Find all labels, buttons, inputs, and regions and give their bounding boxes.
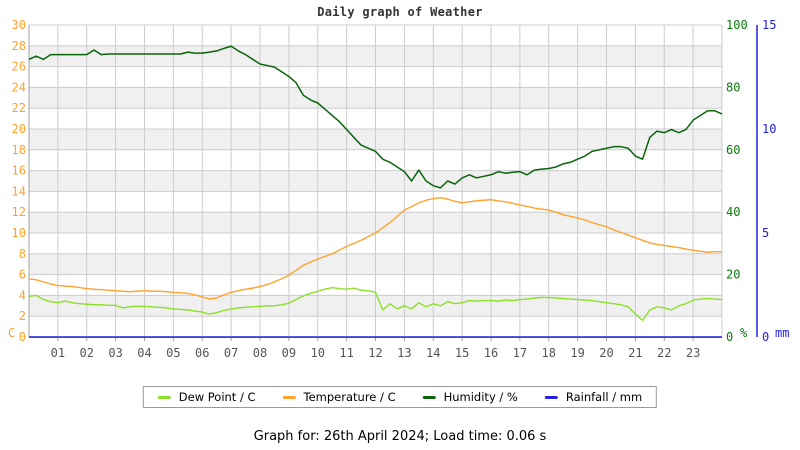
chart-title: Daily graph of Weather — [317, 5, 483, 19]
series-line-temperature — [28, 196, 722, 300]
x-axis-tick-label: 11 — [339, 346, 353, 360]
legend-item-humidity: Humidity / % — [422, 390, 518, 404]
legend-label-dew-point: Dew Point / C — [178, 390, 256, 404]
x-axis-tick-label: 20 — [599, 346, 613, 360]
x-axis-tick-label: 15 — [455, 346, 469, 360]
left-axis-tick-label: 20 — [12, 122, 26, 136]
left-axis-tick-label: 14 — [12, 184, 26, 198]
series-line-humidity — [28, 45, 723, 189]
x-axis-tick-label: 01 — [51, 346, 65, 360]
x-axis-tick-label: 12 — [368, 346, 382, 360]
legend-label-humidity: Humidity / % — [443, 390, 518, 404]
legend-label-rainfall: Rainfall / mm — [565, 390, 643, 404]
humidity-axis-tick-label: 80 — [726, 80, 740, 94]
x-axis-tick-label: 16 — [484, 346, 498, 360]
left-axis-unit-label: C — [8, 326, 15, 340]
x-axis-tick-label: 22 — [657, 346, 671, 360]
x-axis-tick-label: 13 — [397, 346, 411, 360]
x-axis-tick-label: 17 — [513, 346, 527, 360]
x-axis-tick-label: 06 — [195, 346, 209, 360]
left-axis-tick-label: 24 — [12, 80, 26, 94]
left-axis-tick-label: 10 — [12, 226, 26, 240]
legend-item-rainfall: Rainfall / mm — [544, 390, 643, 404]
x-axis-tick-label: 23 — [686, 346, 700, 360]
humidity-axis-tick-label: 20 — [726, 268, 740, 282]
x-axis-tick-label: 05 — [166, 346, 180, 360]
temperature-swatch-icon — [282, 395, 296, 399]
x-axis-tick-label: 10 — [311, 346, 325, 360]
x-axis-tick-label: 21 — [628, 346, 642, 360]
left-axis-tick-label: 26 — [12, 60, 26, 74]
left-axis-tick-label: 22 — [12, 101, 26, 115]
series-line-dew-point — [28, 286, 723, 322]
rain-axis-tick-label: 15 — [762, 18, 776, 32]
x-axis-tick-label: 02 — [80, 346, 94, 360]
x-axis-tick-label: 19 — [570, 346, 584, 360]
humidity-axis-unit-label: % — [740, 326, 748, 340]
rainfall-swatch-icon — [544, 395, 558, 399]
left-axis-tick-label: 4 — [19, 288, 26, 302]
left-axis-tick-label: 28 — [12, 39, 26, 53]
x-axis-tick-label: 07 — [224, 346, 238, 360]
rain-axis-tick-label: 0 — [762, 330, 769, 344]
rain-axis-tick-label: 5 — [762, 226, 769, 240]
left-axis-tick-label: 0 — [19, 330, 26, 344]
x-axis-tick-label: 18 — [542, 346, 556, 360]
x-axis-tick-label: 03 — [108, 346, 122, 360]
left-axis-tick-label: 12 — [12, 205, 26, 219]
humidity-swatch-icon — [422, 395, 436, 399]
humidity-axis-tick-label: 40 — [726, 205, 740, 219]
legend-item-temperature: Temperature / C — [282, 390, 396, 404]
humidity-axis-tick-label: 60 — [726, 143, 740, 157]
left-axis-tick-label: 30 — [12, 18, 26, 32]
left-axis-tick-label: 16 — [12, 164, 26, 178]
rain-axis-tick-label: 10 — [762, 122, 776, 136]
left-axis-tick-label: 8 — [19, 247, 26, 261]
left-axis-tick-label: 2 — [19, 309, 26, 323]
x-axis-tick-label: 04 — [137, 346, 151, 360]
rain-axis-unit-label: mm — [775, 326, 789, 340]
legend-item-dew-point: Dew Point / C — [157, 390, 256, 404]
x-axis-tick-label: 09 — [282, 346, 296, 360]
graph-footer-caption: Graph for: 26th April 2024; Load time: 0… — [253, 429, 547, 444]
x-axis-tick-label: 08 — [253, 346, 267, 360]
humidity-axis-tick-label: 0 — [726, 330, 733, 344]
legend-label-temperature: Temperature / C — [303, 390, 396, 404]
chart-plot-area: Daily graph of Weather 02468101214161820… — [8, 5, 789, 360]
x-axis-tick-label: 14 — [426, 346, 440, 360]
humidity-axis-tick-label: 100 — [726, 18, 748, 32]
chart-legend: Dew Point / C Temperature / C Humidity /… — [142, 386, 658, 408]
left-axis-tick-label: 6 — [19, 268, 26, 282]
dew-point-swatch-icon — [157, 395, 171, 399]
left-axis-tick-label: 18 — [12, 143, 26, 157]
